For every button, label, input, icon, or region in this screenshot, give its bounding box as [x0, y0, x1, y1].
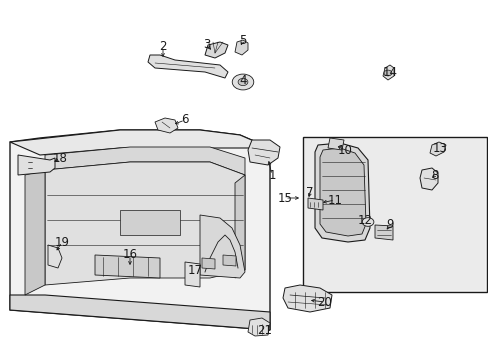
- Polygon shape: [319, 148, 365, 236]
- Text: 11: 11: [327, 194, 342, 207]
- Polygon shape: [419, 168, 437, 190]
- Polygon shape: [303, 137, 486, 292]
- Polygon shape: [429, 142, 445, 156]
- Text: 6: 6: [181, 113, 188, 126]
- Polygon shape: [314, 143, 369, 242]
- Polygon shape: [45, 162, 244, 285]
- Polygon shape: [204, 42, 227, 58]
- Text: 2: 2: [159, 40, 166, 54]
- Polygon shape: [305, 139, 484, 290]
- Polygon shape: [10, 295, 269, 330]
- Polygon shape: [247, 318, 269, 336]
- Text: 4: 4: [239, 73, 246, 86]
- Polygon shape: [382, 65, 393, 80]
- Text: 20: 20: [317, 296, 332, 309]
- Polygon shape: [95, 255, 160, 278]
- Polygon shape: [374, 225, 392, 240]
- Polygon shape: [223, 255, 236, 266]
- Text: 3: 3: [203, 39, 210, 51]
- Text: 5: 5: [239, 33, 246, 46]
- Text: 15: 15: [277, 192, 292, 204]
- Polygon shape: [25, 170, 45, 295]
- Polygon shape: [247, 140, 280, 165]
- Text: 8: 8: [430, 168, 438, 181]
- Text: 10: 10: [337, 144, 352, 157]
- Text: 18: 18: [52, 152, 67, 165]
- Text: 1: 1: [268, 168, 275, 181]
- Circle shape: [238, 78, 247, 86]
- Text: 19: 19: [54, 235, 69, 248]
- Text: 21: 21: [257, 324, 272, 337]
- Polygon shape: [200, 215, 244, 278]
- Text: 12: 12: [357, 213, 372, 226]
- Circle shape: [362, 218, 373, 226]
- Polygon shape: [148, 55, 227, 78]
- Text: 7: 7: [305, 186, 313, 199]
- Polygon shape: [48, 245, 62, 268]
- Text: 13: 13: [432, 141, 447, 154]
- Polygon shape: [235, 40, 247, 55]
- Text: 16: 16: [122, 248, 137, 261]
- Polygon shape: [10, 130, 269, 155]
- Polygon shape: [202, 258, 215, 269]
- Polygon shape: [235, 175, 244, 278]
- Polygon shape: [120, 210, 180, 235]
- Polygon shape: [10, 130, 269, 330]
- Text: 9: 9: [386, 219, 393, 231]
- Polygon shape: [45, 147, 244, 175]
- Polygon shape: [155, 118, 178, 133]
- Polygon shape: [18, 155, 55, 175]
- Polygon shape: [184, 262, 200, 287]
- Text: 14: 14: [382, 66, 397, 78]
- Text: 17: 17: [187, 264, 202, 276]
- Polygon shape: [307, 198, 323, 210]
- Polygon shape: [283, 285, 331, 312]
- Circle shape: [383, 70, 391, 76]
- Circle shape: [232, 74, 253, 90]
- Polygon shape: [327, 138, 343, 150]
